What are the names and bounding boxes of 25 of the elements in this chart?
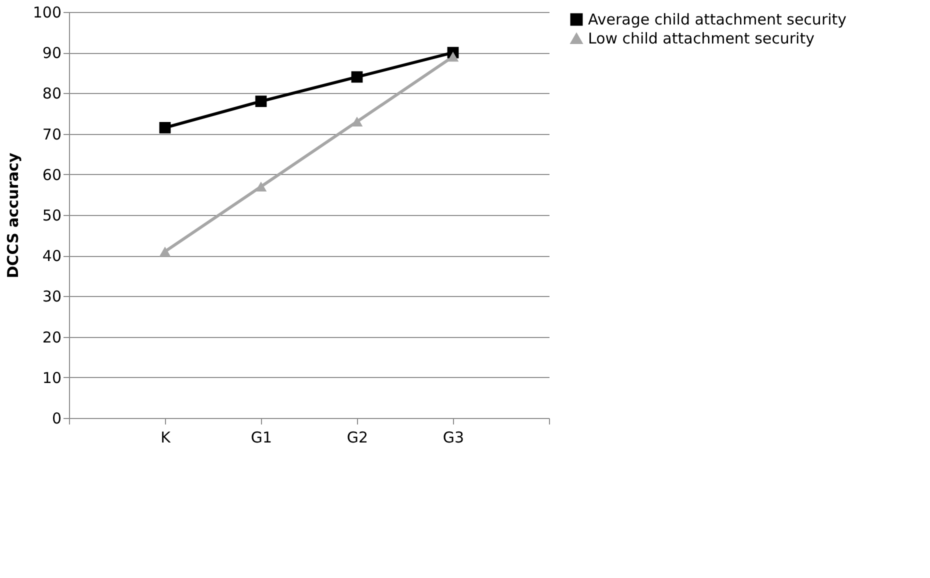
point — [351, 116, 363, 127]
x-tick-label: G1 — [250, 428, 272, 446]
y-tick-label: 50 — [42, 206, 62, 224]
y-tick-label: 90 — [42, 44, 62, 62]
y-tick-label: 80 — [42, 84, 62, 103]
y-tick-label: 30 — [42, 288, 62, 306]
x-tick-label: K — [160, 428, 172, 446]
y-tick-label: 100 — [32, 4, 62, 22]
y-tick-label: 60 — [42, 166, 62, 184]
legend-label: Low child attachment security — [588, 30, 815, 48]
point — [351, 71, 363, 83]
y-tick-label: 40 — [42, 247, 62, 266]
point — [255, 182, 267, 192]
point — [255, 96, 267, 108]
x-tick-label: G3 — [442, 428, 464, 446]
y-tick-label: 70 — [42, 125, 62, 144]
point — [159, 122, 171, 134]
point — [159, 246, 171, 256]
x-tick-label: G2 — [346, 428, 368, 446]
y-tick-label: 0 — [52, 410, 62, 428]
legend-label: Average child attachment security — [588, 10, 847, 28]
y-tick-label: 10 — [42, 368, 62, 387]
point — [447, 52, 459, 62]
y-axis-title: DCCS accuracy — [4, 152, 22, 278]
y-tick-label: 20 — [42, 328, 62, 346]
